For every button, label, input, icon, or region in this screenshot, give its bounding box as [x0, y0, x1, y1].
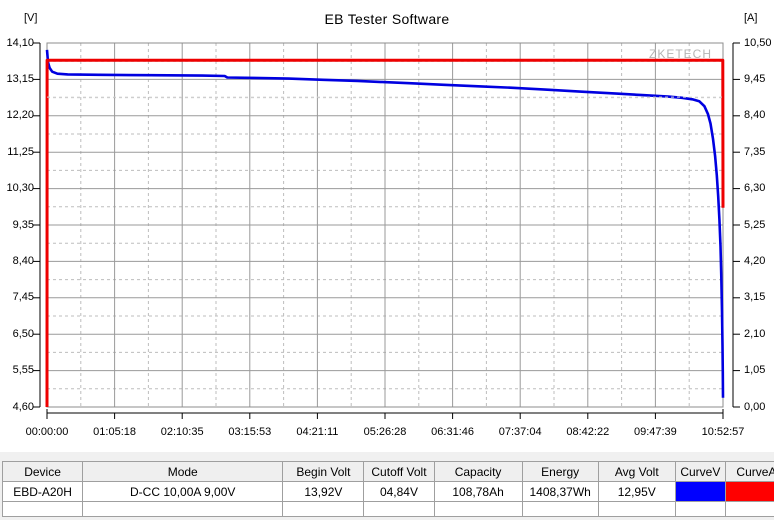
x-axis-tick-label: 03:15:53 — [228, 426, 272, 438]
col-capacity: Capacity — [433, 461, 523, 482]
cell-begin-volt: 13,92V — [282, 481, 365, 502]
cell-empty — [521, 501, 599, 517]
right-axis-tick-label: 8,40 — [744, 109, 766, 122]
x-axis-tick-label: 05:26:28 — [363, 426, 407, 438]
right-axis-tick-label: 7,35 — [744, 145, 766, 158]
curve-v-swatch[interactable] — [676, 482, 725, 501]
left-axis-tick-label: 6,50 — [12, 327, 34, 340]
x-axis-tick-label: 04:21:11 — [296, 426, 339, 438]
cell-empty — [597, 501, 676, 517]
col-avg-volt: Avg Volt — [597, 461, 676, 482]
table-row-empty — [1, 501, 774, 517]
cell-empty — [724, 501, 774, 517]
x-axis-tick-label: 02:10:35 — [160, 426, 204, 438]
cell-empty — [82, 501, 284, 517]
left-axis-unit: [V] — [24, 12, 38, 24]
cell-capacity: 108,78Ah — [433, 481, 523, 502]
col-curve-a: CurveA — [724, 461, 774, 482]
watermark: ZKETECH — [649, 47, 713, 61]
col-device: Device — [1, 461, 84, 482]
x-axis-tick-label: 08:42:22 — [566, 426, 610, 438]
left-axis-tick-label: 12,20 — [6, 109, 34, 122]
x-axis-tick-label: 10:52:57 — [701, 426, 745, 438]
right-axis-unit: [A] — [744, 12, 758, 24]
cell-empty — [674, 501, 726, 517]
left-axis-tick-label: 14,10 — [6, 36, 34, 49]
cell-empty — [1, 501, 84, 517]
voltage-curve — [45, 49, 725, 398]
right-axis-tick-label: 2,10 — [744, 327, 766, 340]
left-axis-tick-label: 7,45 — [12, 291, 34, 304]
col-curve-v: CurveV — [674, 461, 726, 482]
cell-mode: D-CC 10,00A 9,00V — [82, 481, 284, 502]
current-curve — [45, 58, 725, 408]
cell-empty — [433, 501, 523, 517]
right-axis-tick-label: 3,15 — [744, 291, 766, 304]
cell-avg-volt: 12,95V — [597, 481, 676, 502]
left-axis-tick-label: 9,35 — [12, 218, 34, 231]
table-row: EBD-A20H D-CC 10,00A 9,00V 13,92V 04,84V… — [1, 481, 774, 502]
cell-device: EBD-A20H — [1, 481, 84, 502]
x-axis-tick-label: 07:37:04 — [498, 426, 542, 438]
x-axis-tick-label: 00:00:00 — [25, 426, 69, 438]
x-axis-tick-label: 09:47:39 — [633, 426, 677, 438]
results-table: Device Mode Begin Volt Cutoff Volt Capac… — [1, 461, 774, 517]
x-axis-tick-label: 06:31:46 — [431, 426, 474, 438]
x-axis-tick-label: 01:05:18 — [93, 426, 136, 438]
right-axis-tick-label: 1,05 — [744, 364, 766, 377]
cell-energy: 1408,37Wh — [521, 481, 599, 502]
col-mode: Mode — [82, 461, 284, 482]
left-axis-tick-label: 11,25 — [7, 145, 34, 158]
cell-empty — [282, 501, 365, 517]
left-axis-tick-label: 4,60 — [12, 400, 34, 413]
table-header-row: Device Mode Begin Volt Cutoff Volt Capac… — [1, 461, 774, 482]
col-cutoff-volt: Cutoff Volt — [363, 461, 435, 482]
cell-curve-a — [724, 481, 774, 502]
right-axis-tick-label: 5,25 — [744, 218, 766, 231]
left-axis-tick-label: 10,30 — [6, 182, 34, 195]
right-axis-tick-label: 6,30 — [744, 182, 766, 195]
left-axis-tick-label: 8,40 — [12, 254, 34, 267]
bottom-panel: Device Mode Begin Volt Cutoff Volt Capac… — [0, 452, 774, 520]
plot-canvas — [33, 42, 740, 419]
left-axis-tick-label: 5,55 — [12, 364, 34, 377]
cell-empty — [363, 501, 435, 517]
col-energy: Energy — [521, 461, 599, 482]
axis-lines — [33, 42, 740, 419]
right-axis-tick-label: 9,45 — [744, 72, 766, 85]
chart-title: EB Tester Software — [324, 11, 450, 27]
right-axis-tick-label: 10,50 — [744, 36, 772, 49]
col-begin-volt: Begin Volt — [282, 461, 365, 482]
left-axis-tick-label: 13,15 — [6, 72, 34, 85]
cell-curve-v — [674, 481, 726, 502]
right-axis-tick-label: 0,00 — [744, 400, 766, 413]
cell-cutoff-volt: 04,84V — [363, 481, 435, 502]
curve-a-swatch[interactable] — [726, 482, 774, 501]
right-axis-tick-label: 4,20 — [744, 254, 766, 267]
